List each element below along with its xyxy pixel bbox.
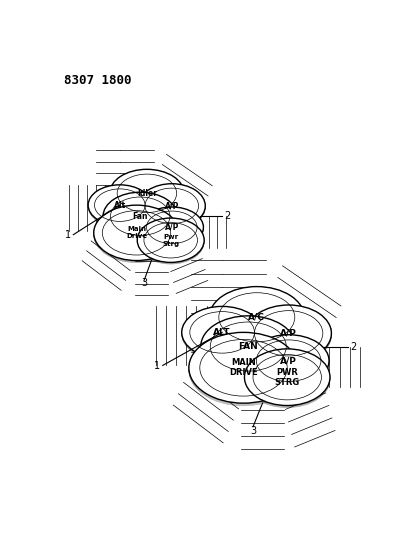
Text: 2: 2 — [350, 342, 356, 352]
Ellipse shape — [137, 218, 204, 262]
Text: 1: 1 — [65, 230, 71, 240]
Text: A/P: A/P — [164, 223, 179, 232]
Text: MAIN
DRIVE: MAIN DRIVE — [229, 358, 257, 377]
Ellipse shape — [189, 333, 297, 403]
Text: Fan: Fan — [132, 212, 148, 221]
Text: 2: 2 — [223, 211, 229, 221]
Ellipse shape — [209, 287, 303, 348]
Text: 8307 1800: 8307 1800 — [64, 74, 131, 87]
Ellipse shape — [181, 306, 262, 358]
Text: Main
Drive: Main Drive — [126, 227, 147, 239]
Text: A/P: A/P — [279, 356, 297, 365]
Ellipse shape — [140, 207, 203, 248]
Text: A/C: A/C — [248, 313, 265, 322]
Ellipse shape — [245, 305, 330, 361]
Text: A/P: A/P — [279, 329, 297, 338]
Ellipse shape — [248, 335, 328, 386]
Ellipse shape — [200, 316, 295, 377]
Text: ALT: ALT — [213, 328, 230, 337]
Text: Pwr
Strg: Pwr Strg — [162, 234, 179, 247]
Text: 1: 1 — [154, 361, 160, 372]
Text: PWR
STRG: PWR STRG — [274, 368, 299, 387]
Ellipse shape — [138, 184, 205, 228]
Ellipse shape — [110, 169, 184, 217]
Ellipse shape — [103, 192, 177, 240]
Text: FAN: FAN — [238, 342, 258, 351]
Ellipse shape — [88, 185, 151, 225]
Text: Alt: Alt — [113, 200, 126, 209]
Text: A/P: A/P — [164, 201, 179, 211]
Text: Idler: Idler — [137, 189, 157, 198]
Ellipse shape — [244, 349, 329, 406]
Ellipse shape — [94, 205, 179, 261]
Text: 3: 3 — [249, 425, 256, 435]
Text: 3: 3 — [141, 278, 147, 288]
